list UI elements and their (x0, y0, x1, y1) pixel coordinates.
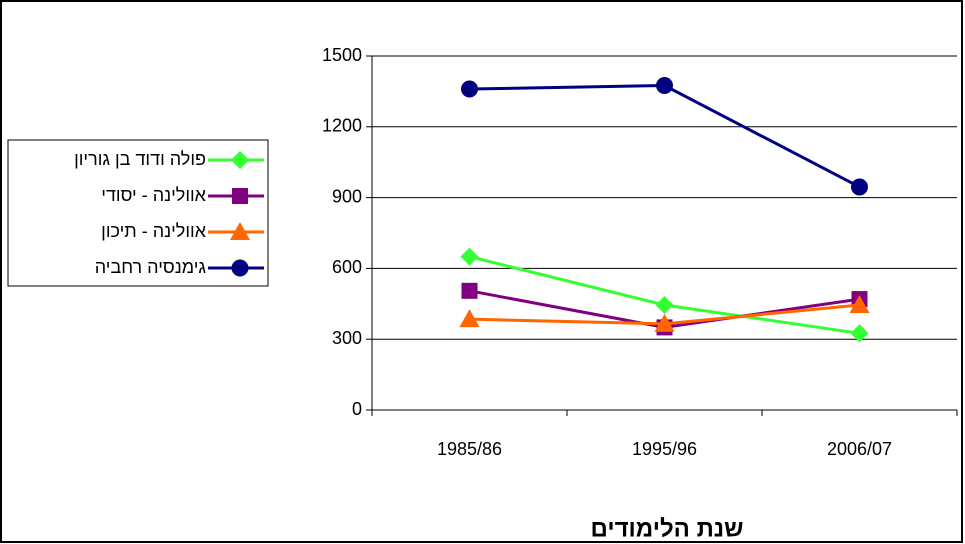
data-point (461, 80, 478, 98)
y-tick-label: 900 (332, 186, 362, 206)
legend-label: פולה ודוד בן גוריון (74, 149, 206, 169)
y-tick-label: 600 (332, 257, 362, 277)
x-axis-title: שנת הלימודים (591, 515, 744, 542)
legend-label: אוולינה - יסודי (101, 185, 206, 205)
y-tick-label: 300 (332, 328, 362, 348)
x-tick-label: 2006/07 (827, 439, 892, 459)
legend-label: גימנסיה רחביה (95, 257, 207, 277)
legend-marker (232, 188, 248, 204)
legend-marker (231, 151, 249, 169)
data-point (849, 294, 870, 313)
legend-label: אוולינה - תיכון (101, 221, 207, 241)
x-tick-label: 1995/96 (632, 439, 697, 459)
legend-marker (230, 222, 250, 240)
legend-box (7, 139, 269, 287)
data-point (459, 309, 480, 328)
data-point (655, 295, 674, 314)
legend-marker (231, 259, 249, 277)
data-point (851, 178, 868, 196)
data-point (656, 77, 673, 94)
data-point (461, 282, 478, 299)
data-point (850, 324, 869, 343)
y-tick-label: 0 (352, 399, 362, 419)
y-tick-label: 1200 (322, 116, 362, 136)
x-tick-label: 1985/86 (437, 439, 502, 459)
data-point (460, 247, 479, 266)
y-tick-label: 1500 (322, 45, 362, 65)
data-point (654, 313, 675, 332)
